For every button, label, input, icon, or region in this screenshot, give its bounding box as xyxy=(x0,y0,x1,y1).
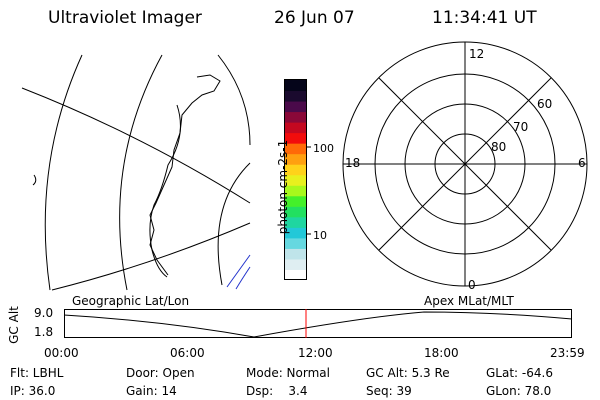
status-gc-alt: GC Alt: 5.3 Re xyxy=(366,366,450,380)
timeline-xtick-0000: 00:00 xyxy=(44,346,79,360)
status-mode: Mode: Normal xyxy=(246,366,330,380)
timeline-ytick-max: 9.0 xyxy=(34,306,54,320)
status-filter: Flt: LBHL xyxy=(10,366,64,380)
timeline-xtick-1200: 12:00 xyxy=(298,346,333,360)
colorbar-segment xyxy=(285,195,306,207)
status-gain: Gain: 14 xyxy=(126,384,177,398)
colorbar-segment xyxy=(285,122,306,134)
timeline-xtick-2359: 23:59 xyxy=(550,346,585,360)
colorbar-label: photon cm-2s-1 xyxy=(276,139,290,235)
colorbar-segment xyxy=(285,164,306,176)
mlt-18-label: 18 xyxy=(345,156,361,170)
status-seq: Seq: 39 xyxy=(366,384,412,398)
mlat-80-label: 80 xyxy=(491,140,507,154)
colorbar-segment xyxy=(285,153,306,165)
colorbar-tick-100: 100 xyxy=(313,142,334,155)
colorbar-segment xyxy=(285,258,306,270)
mlt-12-label: 12 xyxy=(469,47,485,61)
timeline-xtick-0600: 06:00 xyxy=(170,346,205,360)
timeline-xtick-1800: 18:00 xyxy=(424,346,459,360)
colorbar-segment xyxy=(285,80,306,92)
colorbar-segment xyxy=(285,90,306,102)
time-label: 11:34:41 UT xyxy=(432,8,537,28)
colorbar-segment xyxy=(285,143,306,155)
status-glat: GLat: -64.6 xyxy=(486,366,553,380)
colorbar-tick-10: 10 xyxy=(313,229,327,242)
geographic-caption: Geographic Lat/Lon xyxy=(72,294,190,308)
colorbar-segment xyxy=(285,132,306,144)
mlt-0-label: 0 xyxy=(468,278,476,292)
timeline-ytick-min: 1.8 xyxy=(34,325,54,339)
apex-caption: Apex MLat/MLT xyxy=(424,294,514,308)
colorbar-segment xyxy=(285,248,306,260)
status-dsp: Dsp: 3.4 xyxy=(246,384,308,398)
date-label: 26 Jun 07 xyxy=(274,8,355,28)
colorbar-segment xyxy=(285,111,306,123)
status-door: Door: Open xyxy=(126,366,195,380)
polar-plot xyxy=(342,41,588,287)
altitude-timeline xyxy=(63,309,573,338)
mlat-60-label: 60 xyxy=(537,97,553,111)
geographic-map xyxy=(21,54,251,291)
status-ip: IP: 36.0 xyxy=(10,384,56,398)
mlat-70-label: 70 xyxy=(513,120,529,134)
colorbar-segment xyxy=(285,101,306,113)
colorbar-segment xyxy=(285,206,306,218)
intensity-colorbar xyxy=(284,79,311,281)
colorbar-segment xyxy=(285,216,306,228)
colorbar-segment xyxy=(285,174,306,186)
timeline-axis-title: GC Alt xyxy=(7,306,21,344)
colorbar-segment xyxy=(285,269,306,281)
colorbar-segment xyxy=(285,227,306,239)
app-title: Ultraviolet Imager xyxy=(48,8,202,28)
status-glon: GLon: 78.0 xyxy=(486,384,552,398)
colorbar-segment xyxy=(285,237,306,249)
colorbar-segment xyxy=(285,185,306,197)
mlt-6-label: 6 xyxy=(578,156,586,170)
